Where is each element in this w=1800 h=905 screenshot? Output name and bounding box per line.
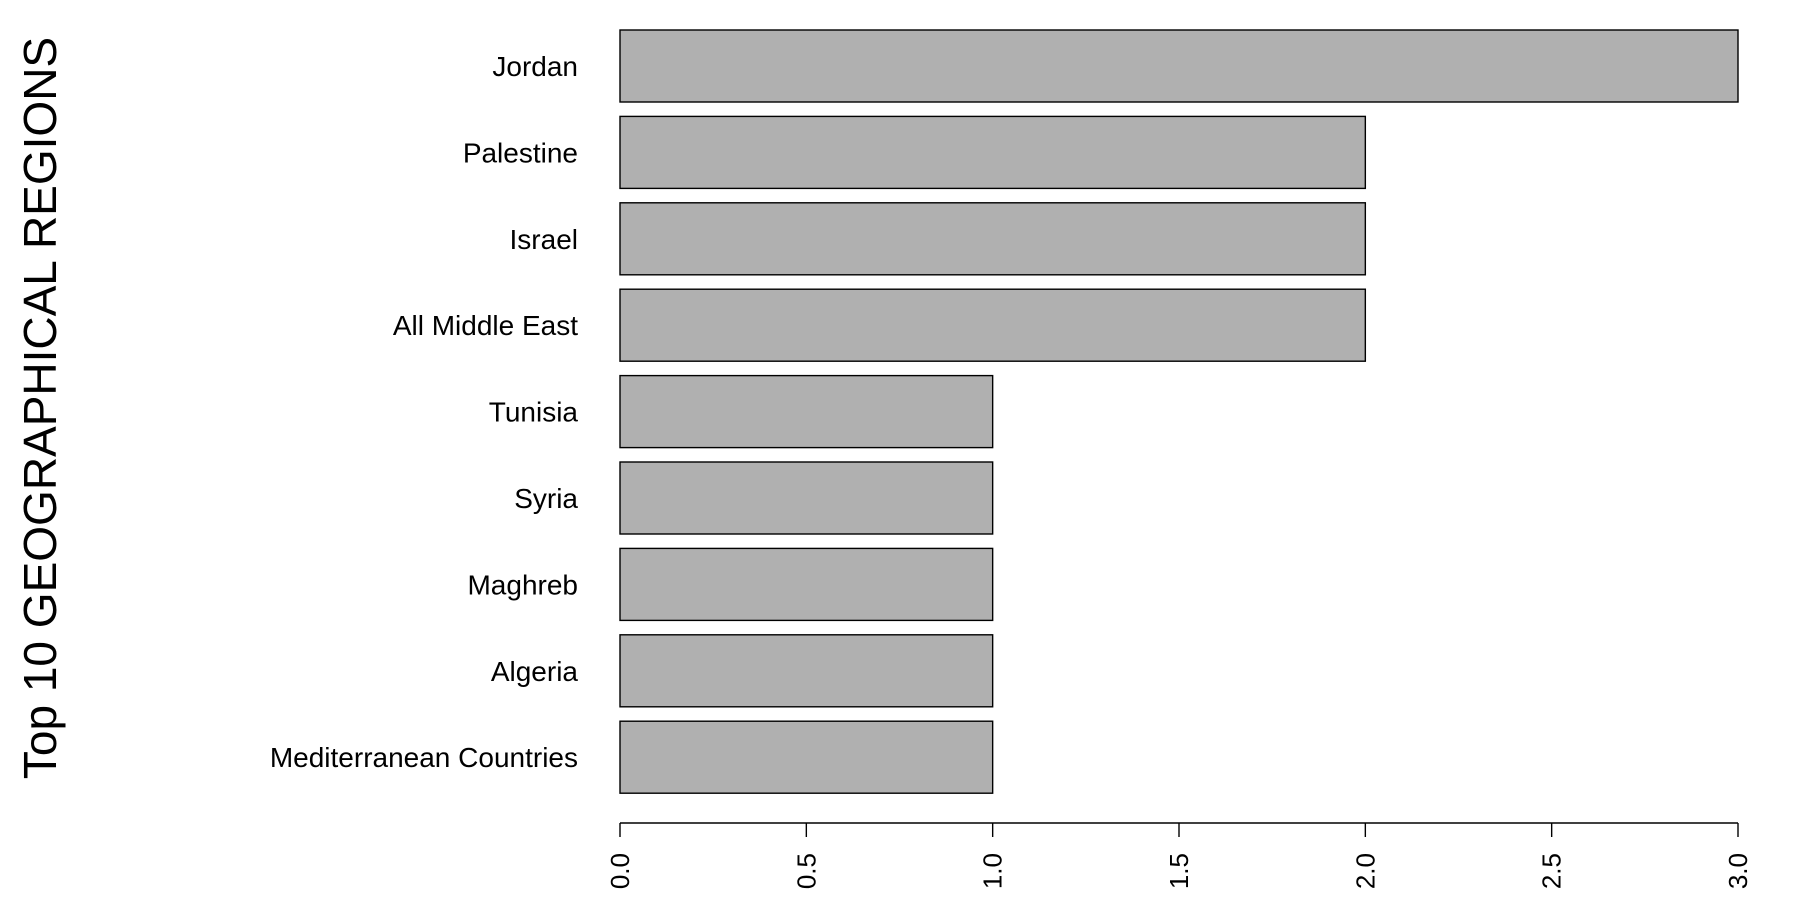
x-tick-label-0-0: 0.0 [605,853,635,889]
x-axis: 0.0 0.5 1.0 1.5 2.0 2.5 3.0 [605,822,1753,889]
x-tick-label-2-0: 2.0 [1350,853,1380,889]
x-tick-label-3-0: 3.0 [1723,853,1753,889]
x-tick-label-1-0: 1.0 [978,853,1008,889]
bar-syria [619,461,994,535]
category-label-palestine: Palestine [463,137,578,168]
bar-palestine [619,115,1367,190]
chart-title: Top 10 GEOGRAPHICAL REGIONS [14,37,66,779]
category-label-maghreb: Maghreb [467,569,578,600]
bars-layer [619,29,1739,794]
bar-israel [619,202,1367,276]
bar-all-middle-east [619,288,1367,362]
category-label-jordan: Jordan [492,51,578,82]
bar-tunisia [619,374,994,449]
category-label-israel: Israel [510,224,578,255]
category-label-mediterranean-countries: Mediterranean Countries [270,742,578,773]
x-tick-label-0-5: 0.5 [791,853,821,889]
bar-algeria [619,634,994,708]
category-label-syria: Syria [514,483,578,514]
x-tick-label-2-5: 2.5 [1537,853,1567,889]
bar-mediterranean-countries [619,720,994,794]
category-label-algeria: Algeria [491,656,579,687]
bar-maghreb [619,547,994,622]
category-label-all-middle-east: All Middle East [393,310,578,341]
category-labels: Jordan Palestine Israel All Middle East Tuni… [270,51,579,773]
bar-jordan [619,29,1739,103]
category-label-tunisia: Tunisia [489,397,579,428]
x-tick-label-1-5: 1.5 [1164,853,1194,889]
